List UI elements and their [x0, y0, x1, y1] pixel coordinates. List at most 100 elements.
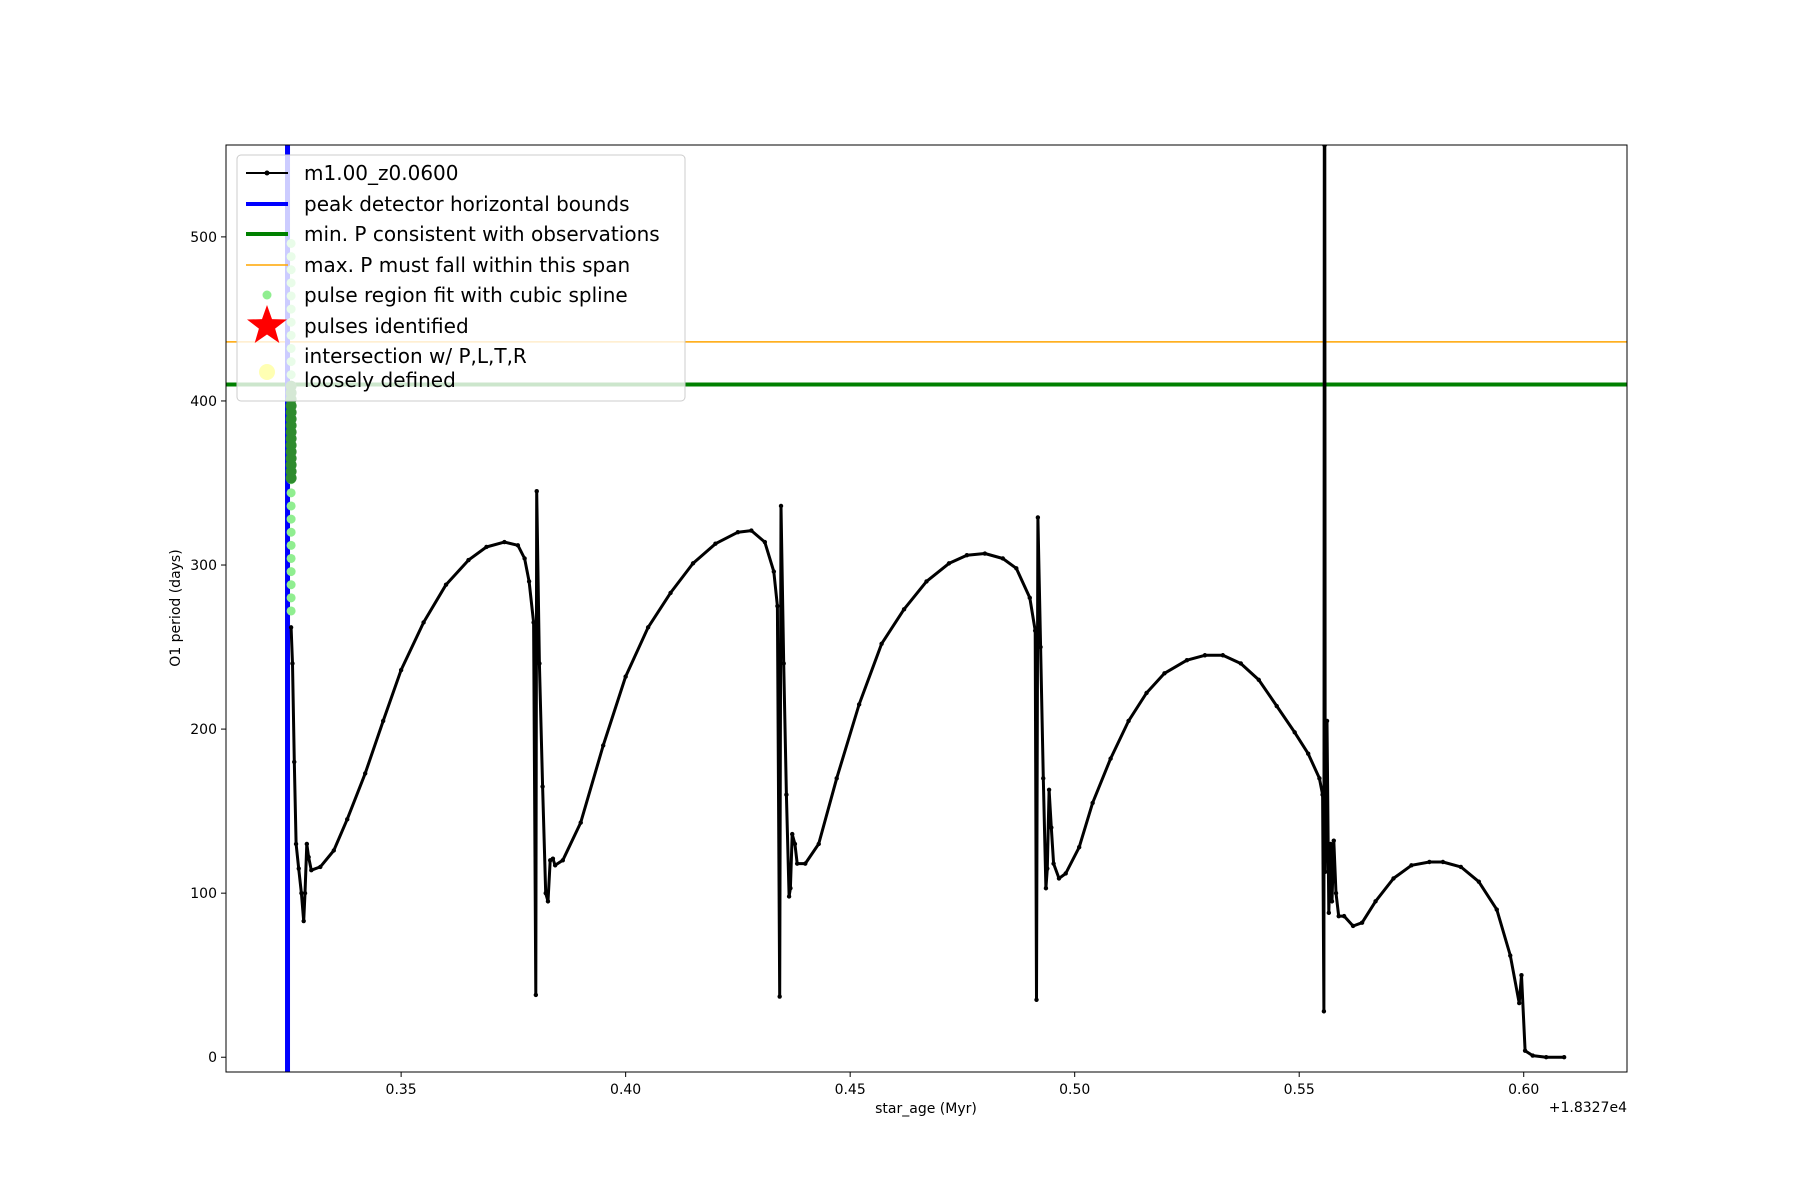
series-point: [777, 994, 782, 999]
legend-label: intersection w/ P,L,T,R loosely defined: [304, 344, 527, 392]
spline-fit-point: [286, 501, 296, 511]
y-tick-label: 0: [208, 1050, 217, 1066]
series-point: [1046, 787, 1052, 792]
series-point: [331, 848, 336, 853]
series-point: [1317, 776, 1322, 781]
series-point: [1359, 920, 1365, 925]
series-point: [1274, 703, 1279, 709]
y-tick-label: 100: [190, 886, 217, 902]
series-point: [293, 841, 299, 847]
series-point: [1391, 876, 1396, 881]
series-point: [292, 759, 297, 765]
legend-star-icon: [247, 305, 287, 343]
series-point: [1220, 653, 1226, 658]
series-point: [749, 528, 754, 533]
series-point: [1321, 1009, 1327, 1014]
series-point: [1256, 677, 1261, 683]
series-point: [1051, 861, 1056, 866]
series-point: [735, 530, 741, 535]
series-point: [380, 718, 386, 724]
series-point: [526, 579, 532, 584]
x-offset-label: +1.8327e4: [1549, 1100, 1627, 1116]
series-point: [1323, 869, 1328, 875]
series-point: [421, 620, 426, 625]
spline-fit-point: [286, 527, 296, 537]
series-point: [1090, 800, 1095, 806]
series-point: [1184, 657, 1190, 663]
series-point: [1561, 1055, 1567, 1060]
series-point: [534, 488, 539, 494]
series-point: [484, 544, 489, 550]
x-tick-label: 0.40: [610, 1082, 641, 1098]
series-point: [901, 607, 907, 612]
y-axis-label: O1 period (days): [168, 549, 184, 666]
series-point: [1508, 953, 1513, 958]
y-tick-label: 200: [190, 722, 217, 738]
legend-label: pulse region fit with cubic spline: [304, 283, 628, 307]
series-point: [1522, 1048, 1528, 1053]
series-point: [550, 856, 556, 861]
legend-label: pulses identified: [304, 314, 469, 338]
series-point: [1014, 566, 1019, 571]
series-point: [443, 582, 449, 587]
legend-label: m1.00_z0.0600: [304, 161, 459, 185]
series-point: [1126, 718, 1131, 724]
series-point: [466, 557, 471, 563]
series-point: [545, 899, 551, 904]
legend-dot-icon: [264, 170, 270, 176]
series-point: [301, 918, 306, 924]
series-point: [856, 702, 862, 707]
spline-fit-point: [286, 606, 296, 616]
series-point: [1458, 864, 1464, 870]
series-point: [1519, 972, 1524, 978]
series-point: [816, 841, 821, 847]
series-point: [1238, 661, 1244, 666]
series-point: [302, 890, 308, 896]
series-point: [1517, 1000, 1522, 1006]
series-point: [1035, 515, 1041, 520]
series-point: [1049, 825, 1054, 830]
series-point: [304, 841, 310, 847]
series-point: [645, 625, 651, 630]
series-point: [784, 792, 789, 797]
series-point: [540, 784, 545, 789]
series-point: [982, 551, 988, 556]
series-point: [309, 867, 314, 873]
series-point: [1494, 907, 1499, 912]
series-point: [299, 890, 304, 896]
legend-label: min. P consistent with observations: [304, 222, 660, 246]
spline-fit-point: [286, 540, 296, 550]
series-point: [668, 590, 673, 596]
series-point: [1440, 859, 1446, 865]
series-point: [786, 894, 792, 899]
series-point: [794, 861, 800, 866]
x-tick-label: 0.60: [1508, 1082, 1539, 1098]
series-point: [623, 674, 628, 679]
series-point: [600, 743, 606, 748]
series-point: [1333, 890, 1339, 896]
x-axis: 0.35 0.40 0.45 0.50 0.55 0.60: [386, 1072, 1539, 1098]
series-point: [1076, 845, 1082, 850]
series-point: [1045, 866, 1050, 871]
spline-fit-point: [286, 593, 296, 603]
series-point: [1292, 730, 1297, 735]
series-point: [1322, 145, 1327, 148]
series-point: [552, 863, 558, 868]
series-point: [964, 552, 970, 558]
series-point: [781, 661, 786, 666]
series-point: [792, 841, 798, 847]
series-point: [537, 661, 542, 666]
legend-dot-icon: [262, 290, 272, 300]
series-point: [1041, 776, 1046, 781]
series-point: [560, 858, 565, 863]
series-point: [296, 866, 301, 871]
series-point: [306, 854, 311, 860]
legend-label: peak detector horizontal bounds: [304, 192, 630, 216]
series-point: [1326, 910, 1332, 916]
series-point: [788, 886, 793, 891]
y-tick-label: 300: [190, 558, 217, 574]
series-point: [533, 992, 539, 998]
series-point: [1336, 913, 1341, 919]
series-point: [345, 817, 350, 822]
